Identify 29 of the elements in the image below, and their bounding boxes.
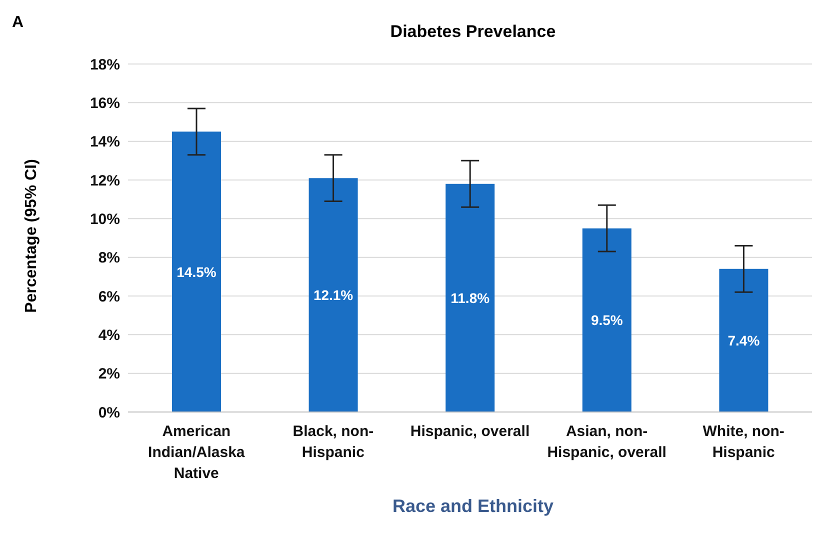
bar [719,268,768,412]
x-tick-label: American Indian/Alaska Native [148,423,246,482]
y-axis-title: Percentage (95% CI) [23,159,41,313]
x-axis-title: Race and Ethnicity [391,496,555,517]
y-tick-label: 0% [98,404,120,422]
y-tick-label: 12% [90,172,120,190]
y-tick-label: 8% [98,250,120,267]
x-tick-label: White, non-Hispanic [702,423,784,461]
data-label: 11.8% [450,290,490,306]
y-tick-label: 18% [90,56,120,74]
y-tick-label: 4% [98,326,120,344]
data-label: 12.1% [313,287,354,304]
y-tick-label: 16% [90,94,120,112]
x-tick-label: Black, non-Hispanic [292,423,374,461]
data-label: 14.5% [176,264,217,280]
chart-title: Diabetes Prevelance [389,22,557,42]
bar [582,228,632,412]
y-tick-label: 6% [98,288,120,306]
data-label: 7.4% [728,332,760,348]
y-tick-label: 10% [90,210,120,228]
bar [172,132,221,412]
x-tick-label: Asian, non-Hispanic, overall [547,423,666,461]
x-tick-label: Hispanic, overall [410,423,530,440]
bar [308,178,358,412]
bar [446,184,495,412]
text: A [12,14,24,32]
data-label: 9.5% [590,312,624,328]
y-tick-label: 2% [98,366,120,383]
y-tick-label: 14% [90,134,120,151]
